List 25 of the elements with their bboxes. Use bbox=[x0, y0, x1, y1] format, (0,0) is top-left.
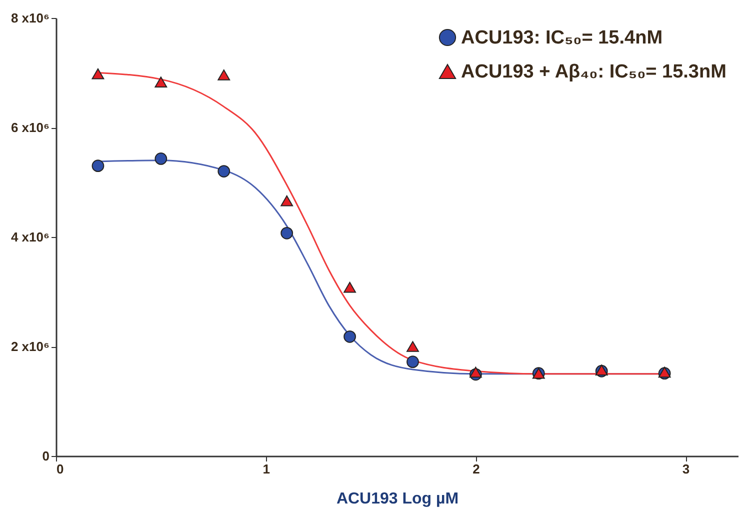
y-tick-label: 2 x10⁶ bbox=[10, 339, 50, 354]
point bbox=[469, 366, 482, 378]
point bbox=[406, 356, 419, 368]
point bbox=[154, 76, 168, 88]
point bbox=[92, 68, 104, 80]
point bbox=[92, 160, 104, 172]
point bbox=[344, 330, 356, 343]
point bbox=[280, 226, 294, 240]
x-tick-label: 3 bbox=[682, 462, 690, 476]
y-tick-label: 6 x10⁶ bbox=[10, 120, 50, 135]
x-tick-label: 2 bbox=[472, 462, 480, 476]
x-axis-title: ACU193 Log µM bbox=[336, 490, 459, 508]
y-tick-label: 8 x10⁶ bbox=[10, 10, 50, 26]
point bbox=[154, 152, 168, 165]
point bbox=[406, 341, 419, 352]
legend-label: ACU193 + Aβ₄₀: IC₅₀= 15.3nM bbox=[461, 62, 726, 82]
point bbox=[280, 195, 294, 206]
point bbox=[218, 165, 230, 178]
legend-label: ACU193: IC₅₀= 15.4nM bbox=[461, 28, 663, 48]
y-tick-label: 0 bbox=[42, 448, 50, 464]
x-tick-label: 1 bbox=[262, 462, 270, 476]
point bbox=[344, 282, 356, 293]
point bbox=[218, 70, 230, 80]
y-tick-label: 4 x10⁶ bbox=[10, 230, 50, 244]
x-tick-label: 0 bbox=[56, 462, 64, 476]
